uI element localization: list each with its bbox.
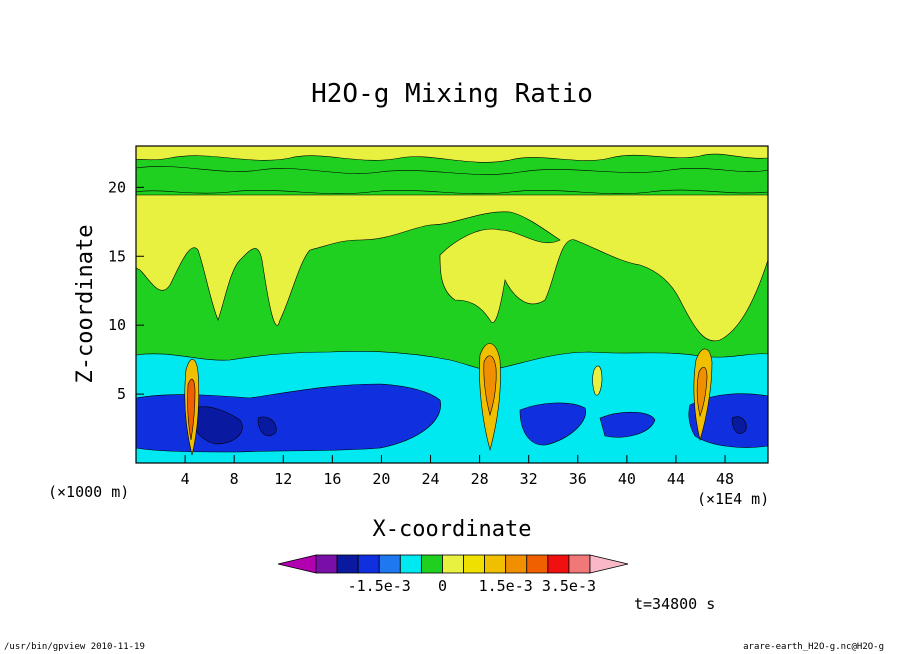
plume-1-core <box>187 378 196 441</box>
colorbar-tick-label: 0 <box>438 577 447 595</box>
x-tick-label: 32 <box>520 470 538 488</box>
plot-area <box>136 146 768 463</box>
field-blue-mid <box>599 411 656 438</box>
y-axis: 5 10 15 20 <box>108 178 144 403</box>
colorbar-swatch <box>442 554 464 574</box>
colorbar-swatch <box>378 554 401 574</box>
field-darkblue-3 <box>731 416 747 434</box>
x-tick-label: 48 <box>716 470 734 488</box>
x-tick-label: 44 <box>667 470 685 488</box>
x-tick-label: 20 <box>372 470 390 488</box>
footer-left: /usr/bin/gpview 2010-11-19 <box>4 642 145 652</box>
x-unit-right: (×1E4 m) <box>697 490 769 508</box>
colorbar-tick-label: 1.5e-3 <box>479 577 533 595</box>
colorbar-min-triangle <box>277 554 317 574</box>
plot-frame <box>135 145 769 464</box>
colorbar-swatch <box>336 554 359 574</box>
field-top-belt <box>136 146 768 163</box>
colorbar <box>277 554 629 574</box>
x-tick-label: 12 <box>274 470 292 488</box>
field-blue-right <box>519 402 587 446</box>
x-tick-label: 36 <box>569 470 587 488</box>
colorbar-ticks: -1.5e-3 0 1.5e-3 3.5e-3 <box>348 577 596 595</box>
colorbar-swatch <box>357 554 380 574</box>
field-darkblue-2 <box>257 416 277 437</box>
x-tick-label: 24 <box>421 470 439 488</box>
x-tick-label: 28 <box>471 470 489 488</box>
x-tick-label: 8 <box>230 470 239 488</box>
x-tick-label: 40 <box>618 470 636 488</box>
plume-3-core <box>696 366 708 418</box>
x-tick-label: 16 <box>323 470 341 488</box>
colorbar-swatch <box>463 554 486 574</box>
chart-title: H2O-g Mixing Ratio <box>311 79 593 109</box>
colorbar-tick-label: -1.5e-3 <box>348 577 411 595</box>
colorbar-swatch <box>420 554 443 574</box>
colorbar-swatch <box>568 554 591 574</box>
colorbar-swatch <box>484 554 507 574</box>
y-axis-label: Z-coordinate <box>73 225 98 384</box>
field-yellow-upper <box>136 194 768 342</box>
y-tick-label: 15 <box>108 247 126 265</box>
x-unit-left: (×1000 m) <box>48 483 129 501</box>
x-axis: 4 8 12 16 20 24 28 32 36 40 44 48 <box>181 455 734 488</box>
time-label: t=34800 s <box>634 595 715 613</box>
colorbar-swatch <box>547 554 570 574</box>
colorbar-max-triangle <box>589 554 629 574</box>
y-tick-label: 5 <box>117 385 126 403</box>
y-tick-label: 20 <box>108 178 126 196</box>
colorbar-tick-label: 3.5e-3 <box>542 577 596 595</box>
colorbar-swatch <box>526 554 549 574</box>
x-axis-label: X-coordinate <box>373 517 532 542</box>
plume-4 <box>592 365 603 396</box>
x-tick-label: 4 <box>181 470 190 488</box>
y-tick-label: 10 <box>108 316 126 334</box>
colorbar-swatch <box>505 554 528 574</box>
plume-2-core <box>483 355 497 417</box>
colorbar-swatch <box>399 554 422 574</box>
field-blue-right2 <box>688 393 768 448</box>
colorbar-swatch <box>315 554 338 574</box>
footer-right: arare-earth_H2O-g.nc@H2O-g <box>743 642 884 652</box>
